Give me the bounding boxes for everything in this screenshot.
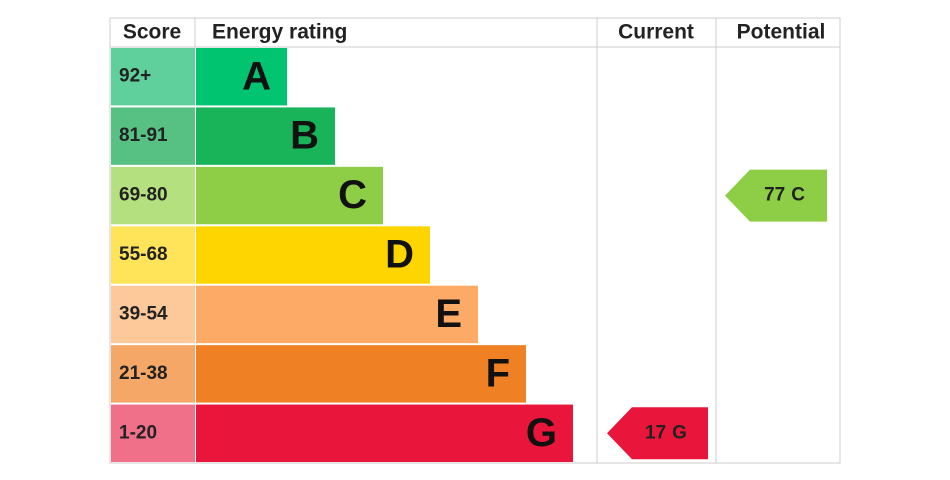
score-range: 1-20 [119,422,157,443]
rating-letter: E [435,292,462,336]
rating-bar [196,345,526,403]
score-cell [111,166,195,225]
score-cell [111,107,195,165]
header-score: Score [123,21,181,44]
potential-score: 77 [764,185,785,206]
rating-letter: A [242,54,271,98]
rating-letter: C [338,173,367,217]
score-range: 81-91 [119,125,168,146]
score-range: 69-80 [119,185,168,206]
rating-letter: D [385,233,414,277]
rating-bar [196,166,383,225]
score-cell [111,404,195,462]
current-rating: G [672,422,687,443]
header-current: Current [618,21,694,44]
rating-bar [196,48,287,106]
score-range: 92+ [119,66,151,87]
score-cell [111,285,195,344]
current-arrow [607,407,708,460]
score-cell [111,226,195,284]
score-range: 39-54 [119,303,168,324]
header-potential: Potential [737,21,826,44]
rating-letter: F [486,351,510,395]
rating-letter: G [526,411,557,455]
potential-label: 77 C [764,185,805,206]
potential-rating: C [791,185,805,206]
rating-bar [196,107,335,165]
rating-bar [196,285,478,344]
current-score: 17 [645,422,666,443]
score-cell [111,345,195,403]
rating-bar [196,226,430,284]
header-rating: Energy rating [212,21,347,44]
current-label: 17 G [645,422,687,443]
score-range: 21-38 [119,363,168,384]
rating-letter: B [290,114,319,158]
potential-arrow [725,169,827,222]
score-cell [111,48,195,106]
score-range: 55-68 [119,244,168,265]
rating-bar [196,404,573,462]
